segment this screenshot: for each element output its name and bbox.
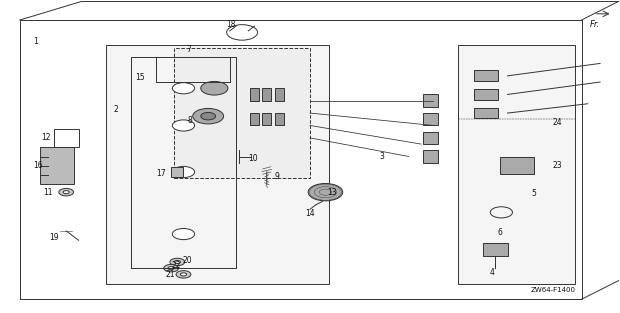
Text: Fr.: Fr.	[590, 20, 600, 29]
Bar	[275, 88, 284, 101]
Circle shape	[176, 271, 191, 278]
Text: 16: 16	[33, 161, 43, 170]
Circle shape	[180, 273, 187, 276]
Text: 18: 18	[226, 20, 236, 29]
Text: 14: 14	[305, 209, 315, 218]
Circle shape	[172, 120, 195, 131]
Bar	[423, 150, 438, 163]
Bar	[40, 147, 74, 184]
Text: 10: 10	[249, 154, 258, 162]
Bar	[174, 48, 310, 178]
Text: 4: 4	[490, 268, 495, 277]
Text: 5: 5	[531, 189, 536, 198]
Bar	[262, 88, 272, 101]
Text: 11: 11	[43, 188, 53, 197]
Text: 15: 15	[135, 73, 145, 82]
Text: 22: 22	[171, 261, 181, 270]
Circle shape	[172, 228, 195, 240]
Circle shape	[164, 264, 179, 272]
Text: 23: 23	[552, 161, 562, 170]
Text: 3: 3	[380, 152, 384, 161]
Text: 12: 12	[41, 133, 51, 142]
Text: 8: 8	[187, 116, 192, 125]
Text: 6: 6	[498, 228, 503, 237]
Text: ZW64-F1400: ZW64-F1400	[530, 287, 575, 293]
Text: 13: 13	[327, 188, 337, 197]
Text: 7: 7	[186, 45, 191, 54]
Text: 21: 21	[165, 270, 175, 279]
Bar	[171, 167, 184, 177]
Bar	[262, 113, 272, 126]
Circle shape	[63, 191, 69, 194]
Bar	[474, 70, 498, 81]
Bar	[423, 95, 438, 107]
Text: 2: 2	[113, 105, 118, 115]
Bar	[250, 88, 259, 101]
Text: 20: 20	[183, 256, 193, 265]
Circle shape	[193, 108, 224, 124]
Bar	[54, 129, 79, 147]
Bar	[483, 244, 508, 256]
Circle shape	[172, 83, 195, 94]
Bar	[250, 113, 259, 126]
Bar	[500, 157, 534, 174]
Text: 24: 24	[552, 118, 562, 127]
Bar	[275, 113, 284, 126]
Circle shape	[168, 267, 174, 270]
Bar	[423, 132, 438, 144]
Circle shape	[308, 183, 343, 201]
Text: 19: 19	[49, 233, 59, 242]
Text: 17: 17	[156, 169, 166, 178]
Bar	[423, 113, 438, 126]
Circle shape	[174, 260, 180, 264]
Circle shape	[201, 112, 216, 120]
Text: 9: 9	[275, 172, 280, 181]
Circle shape	[172, 167, 195, 177]
Circle shape	[201, 81, 228, 95]
Circle shape	[59, 188, 74, 196]
Bar	[458, 45, 575, 284]
Bar	[474, 108, 498, 119]
Bar	[106, 45, 329, 284]
Circle shape	[170, 258, 185, 266]
Text: 1: 1	[33, 37, 38, 46]
Bar	[474, 89, 498, 100]
